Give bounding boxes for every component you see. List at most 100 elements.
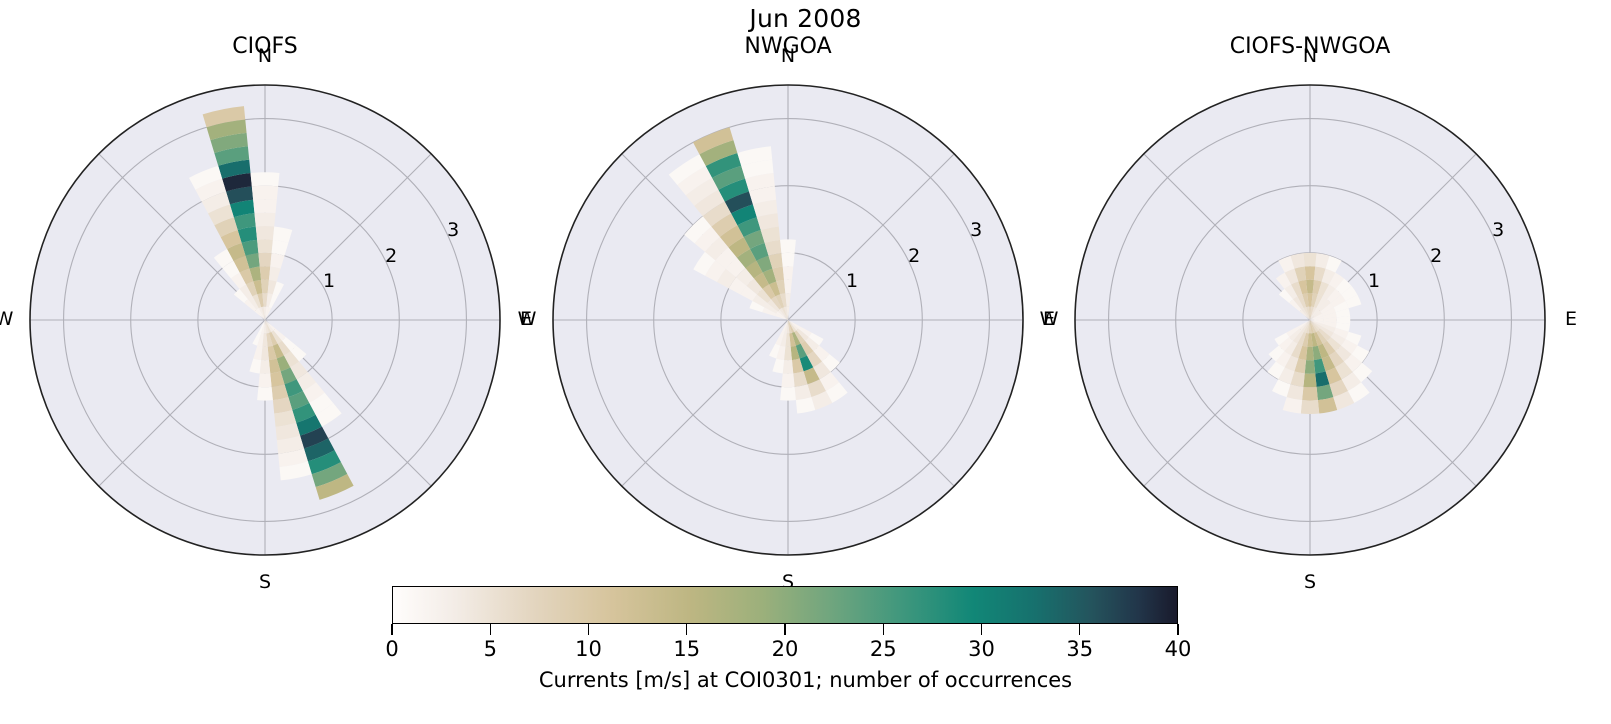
rose-wedge [769,343,781,359]
rose-wedge [282,337,297,352]
rose-wedge [257,332,264,347]
rose-wedge [775,313,788,320]
rose-wedge [1302,386,1318,401]
rose-wedge [1310,311,1322,320]
rose-wedge [781,252,795,267]
rose-wedge [1321,323,1336,333]
rose-wedge [214,146,250,166]
rose-wedge [296,371,317,392]
rose-wedge [736,248,757,269]
cardinal-label-west: W [1039,308,1059,330]
rose-wedge [780,386,796,401]
rose-wedge [699,140,738,167]
rose-wedge [716,268,737,289]
rose-wedge [239,268,254,285]
rose-wedge [253,345,263,361]
rose-wedge [693,127,734,155]
rose-wedge [789,332,796,347]
rose-wedge [244,299,257,312]
rose-wedge [1278,367,1295,385]
rose-wedge [263,320,267,334]
rose-wedge [1286,326,1300,338]
rose-wedge [1322,284,1336,300]
rose-wedge [222,172,252,192]
colorbar-tick-label: 25 [869,637,897,661]
rose-wedge [1298,345,1308,361]
rose-wedge [1306,320,1310,334]
rose-wedge [795,397,816,414]
rose-wedge [1307,293,1313,307]
rose-wedge [256,308,265,320]
rose-wedge [1268,345,1285,362]
rose-wedge [233,213,256,231]
rose-wedge [1286,384,1304,401]
rose-wedge [1312,279,1322,295]
rose-wedge [694,189,725,217]
rose-wedge [258,373,272,388]
rose-wedge [271,239,289,256]
rose-wedge [275,422,301,441]
rose-sectors [1267,252,1373,414]
rose-wedge [736,268,754,286]
rose-wedge [280,367,297,385]
rose-wedge [201,191,230,214]
rose-wedge [1313,331,1323,346]
rose-wedge [1297,294,1307,309]
rose-wedge [290,345,307,362]
rose-wedge [311,462,348,488]
rose-wedge [819,371,840,392]
rose-wedge [1267,361,1285,380]
rose-wedge [772,358,785,374]
rose-wedge [303,438,335,462]
rose-wedge [756,255,773,273]
rose-wedge [1308,320,1312,334]
rose-wedge [271,384,289,401]
rose-wedge [249,266,262,282]
radial-tick-label: 2 [385,244,398,267]
rose-wedge [776,345,786,361]
cardinal-label-east: E [1564,308,1577,330]
rose-wedge [772,266,785,282]
rose-wedge [265,306,269,320]
rose-wedge [807,379,826,398]
rose-wedge [245,253,260,269]
rose-wedge [1284,340,1298,356]
rose-wedge [1317,343,1329,359]
rose-wedge [785,293,791,307]
rose-wedge [1322,321,1337,328]
rose-wedge [296,414,322,436]
rose-wedge [253,199,277,214]
rose-wedge [229,199,255,218]
rose-wedge [781,373,795,388]
rose-wedge [825,382,848,403]
rose-wedge [1303,373,1317,388]
radial-tick-label: 1 [323,270,336,293]
rose-wedge [1275,351,1292,368]
rose-wedge [769,281,781,297]
rose-wedge [1289,299,1302,312]
rose-wedge [1304,360,1316,374]
rose-wedge [737,217,761,238]
rose-wedge [1351,345,1370,363]
cardinal-label-north: N [1302,45,1318,67]
rose-wedge [278,448,308,468]
rose-wedge [1315,371,1330,387]
colorbar-label: Currents [m/s] at COI0301; number of occ… [538,668,1073,692]
rose-wedge [1272,379,1291,398]
rose-wedge [1294,266,1307,282]
rose-wedge [1335,361,1353,380]
rose-wedge [1291,281,1303,297]
rose-wedge [270,371,285,387]
rose-wedge [267,279,277,295]
rose-wedge [288,391,310,410]
rose-wedge [725,257,746,278]
rose-wedge [1327,288,1342,303]
rose-wedge [799,355,814,372]
rose-wedge [1316,330,1328,344]
rose-wedge [272,397,293,414]
rose-wedge [779,308,788,320]
rose-wedge [265,320,274,332]
rose-wedge [1333,391,1355,410]
rose-wedge [1282,397,1303,414]
